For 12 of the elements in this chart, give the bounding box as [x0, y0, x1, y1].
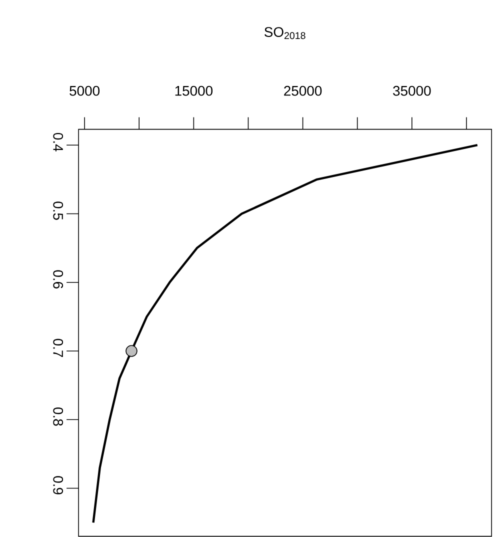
y-tick-label: 0.4	[53, 132, 64, 152]
y-tick-label: 0.7	[53, 338, 64, 357]
y-tick-label: 0.6	[53, 270, 64, 288]
x-tick-label: 15000	[175, 86, 213, 96]
x-tick-label: 35000	[393, 86, 431, 96]
line-series	[92, 144, 478, 524]
x-tick-label: 5000	[70, 86, 100, 96]
x-axis-title: SO$_{2018}$	[264, 27, 306, 40]
x-tick-label: 25000	[284, 86, 322, 96]
y-tick-label: 0.9	[53, 476, 64, 494]
y-tick-label: 0.5	[53, 202, 64, 220]
y-tick-label: 0.8	[53, 407, 64, 426]
